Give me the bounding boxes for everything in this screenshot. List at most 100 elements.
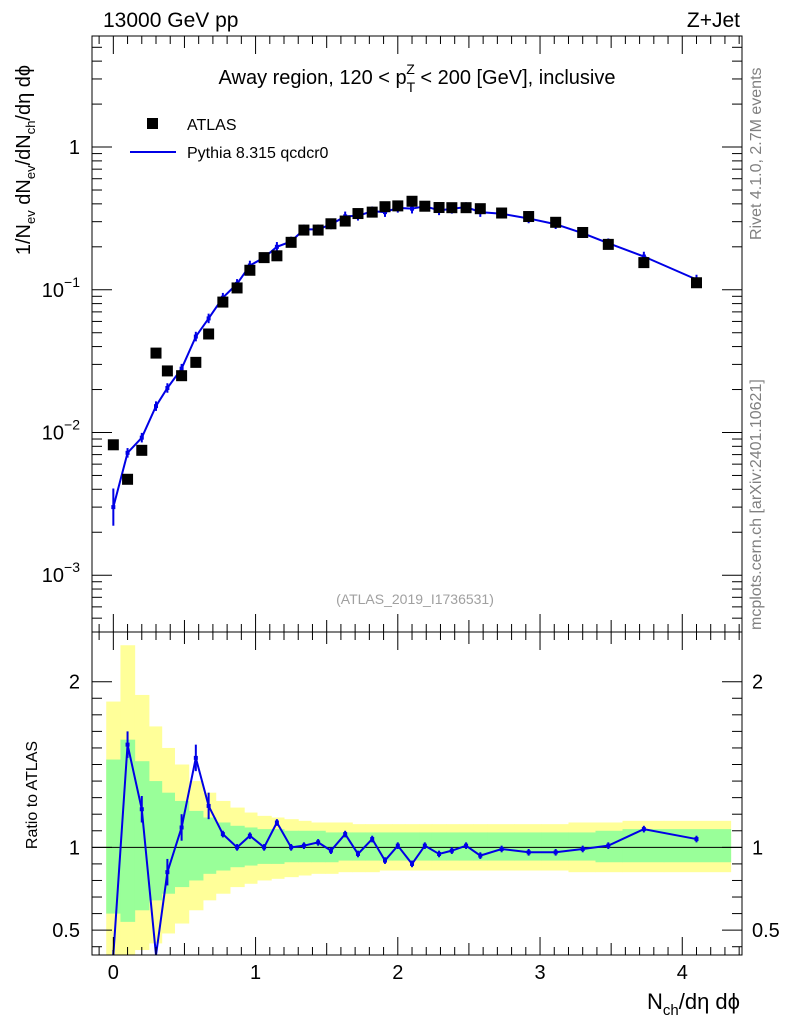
ratio-band-inner (311, 830, 326, 863)
ratio-x-tick-label: 1 (250, 962, 261, 984)
ratio-band-inner (161, 792, 175, 894)
main-data-point (602, 238, 614, 250)
ratio-mc-point (641, 827, 646, 832)
main-data-point (339, 215, 351, 227)
ratio-mc-point (220, 832, 225, 837)
main-data-point (446, 202, 458, 214)
main-data-point (150, 347, 162, 359)
ratio-band-inner (541, 832, 569, 861)
ratio-mc-point (316, 840, 321, 845)
ratio-mc-point (499, 846, 504, 851)
ratio-mc-point (580, 846, 585, 851)
main-data-point (136, 444, 148, 456)
ratio-mc-point (410, 861, 415, 866)
main-data-point (474, 203, 486, 215)
ratio-mc-point (449, 848, 454, 853)
main-data-point (638, 257, 650, 269)
legend: ATLAS Pythia 8.315 qcdcr0 (130, 117, 329, 162)
main-mc-point (206, 316, 211, 321)
x-axis-label: Nch/dη dϕ (647, 989, 740, 1019)
ratio-mc-point (395, 843, 400, 848)
main-mc-point (641, 254, 646, 259)
ratio-mc-point (193, 755, 198, 760)
main-data-point (460, 202, 472, 214)
ratio-band-inner (215, 822, 231, 871)
ratio-mc-point (125, 742, 130, 747)
main-panel: Away region, 120 < pTZ < 200 [GeV], incl… (13, 35, 743, 633)
ratio-mc-point (370, 837, 375, 842)
main-data-point (217, 296, 229, 308)
ratio-mc-point (328, 848, 333, 853)
main-mc-point (193, 334, 198, 339)
ratio-band-inner (379, 832, 393, 861)
rivet-info: Rivet 4.1.0, 2.7M events (748, 67, 765, 240)
main-y-tick-label: 10−2 (42, 416, 80, 444)
legend-data-label: ATLAS (187, 117, 237, 134)
main-data-point (231, 282, 243, 294)
main-data-point (433, 202, 445, 214)
ratio-band-inner (271, 829, 285, 864)
main-mc-point (125, 450, 130, 455)
main-mc-point (111, 505, 116, 510)
x-axis-label-text: Nch/dη dϕ (647, 989, 740, 1019)
main-data-point (419, 200, 431, 212)
ratio-mc-point (437, 851, 442, 856)
main-data-point (203, 328, 215, 340)
header-left-title: 13000 GeV pp (103, 9, 238, 32)
ratio-band-inner (352, 832, 366, 861)
legend-mc-label: Pythia 8.315 qcdcr0 (187, 145, 329, 162)
ratio-mc-point (262, 845, 267, 850)
ratio-mc-point (179, 825, 184, 830)
main-data-point (298, 224, 310, 236)
main-data-point (271, 250, 283, 262)
main-data-point (577, 226, 589, 238)
ratio-mc-point (606, 843, 611, 848)
main-data-point (352, 208, 364, 220)
main-mc-point (274, 244, 279, 249)
ratio-band-inner (365, 832, 380, 861)
ratio-mc-point (694, 837, 699, 842)
ratio-y-tick-label-right: 0.5 (752, 920, 780, 942)
ratio-y-tick-label: 1 (69, 837, 80, 859)
ratio-axes: 0.5 0.5 1 1 2 2 0 1 2 3 4 (52, 632, 780, 984)
ratio-y-tick-label: 0.5 (52, 920, 80, 942)
main-title-text: Away region, 120 < pTZ < 200 [GeV], incl… (219, 61, 616, 95)
ratio-band-inner (106, 759, 121, 914)
main-data-point (258, 252, 270, 264)
main-data-point (161, 365, 173, 377)
ratio-mc-point (422, 843, 427, 848)
main-data-point (285, 236, 297, 248)
main-data-series (107, 195, 702, 485)
ratio-frame (91, 631, 743, 956)
main-mc-point (179, 366, 184, 371)
main-data-point (496, 207, 508, 219)
ratio-mc-point (235, 845, 240, 850)
ratio-band-inner (202, 817, 217, 874)
main-mc-line (112, 205, 697, 508)
main-data-point (690, 277, 702, 289)
ratio-mc-point (343, 832, 348, 837)
ratio-band-inner (134, 761, 150, 911)
ratio-uncertainty-bands (106, 645, 732, 955)
main-data-point (523, 211, 535, 223)
main-mc-point (165, 385, 170, 390)
main-y-label-text: 1/Nev dNev/dNch/dη dϕ (13, 65, 38, 255)
main-data-point (190, 356, 202, 368)
ratio-mc-point (289, 845, 294, 850)
main-y-tick-label: 1 (69, 137, 80, 159)
ratio-x-tick-label: 2 (392, 962, 403, 984)
main-y-tick-label: 10−3 (42, 559, 80, 587)
ratio-band-inner (174, 800, 190, 888)
main-y-tick-label: 10−1 (42, 274, 80, 302)
ratio-x-tick-label: 3 (534, 962, 545, 984)
analysis-watermark: (ATLAS_2019_I1736531) (336, 591, 494, 607)
mcplots-info: mcplots.cern.ch [arXiv:2401.10621] (748, 379, 765, 630)
ratio-mc-point (301, 843, 306, 848)
ratio-panel: 0.5 0.5 1 1 2 2 0 1 2 3 4 Ratio to ATLAS Nch/dη dϕ (24, 631, 780, 1019)
main-mc-point (410, 206, 415, 211)
header-right-title: Z+Jet (687, 9, 740, 32)
ratio-y-tick-label-right: 2 (752, 672, 763, 694)
main-data-point (366, 206, 378, 218)
ratio-band-inner (148, 781, 163, 901)
